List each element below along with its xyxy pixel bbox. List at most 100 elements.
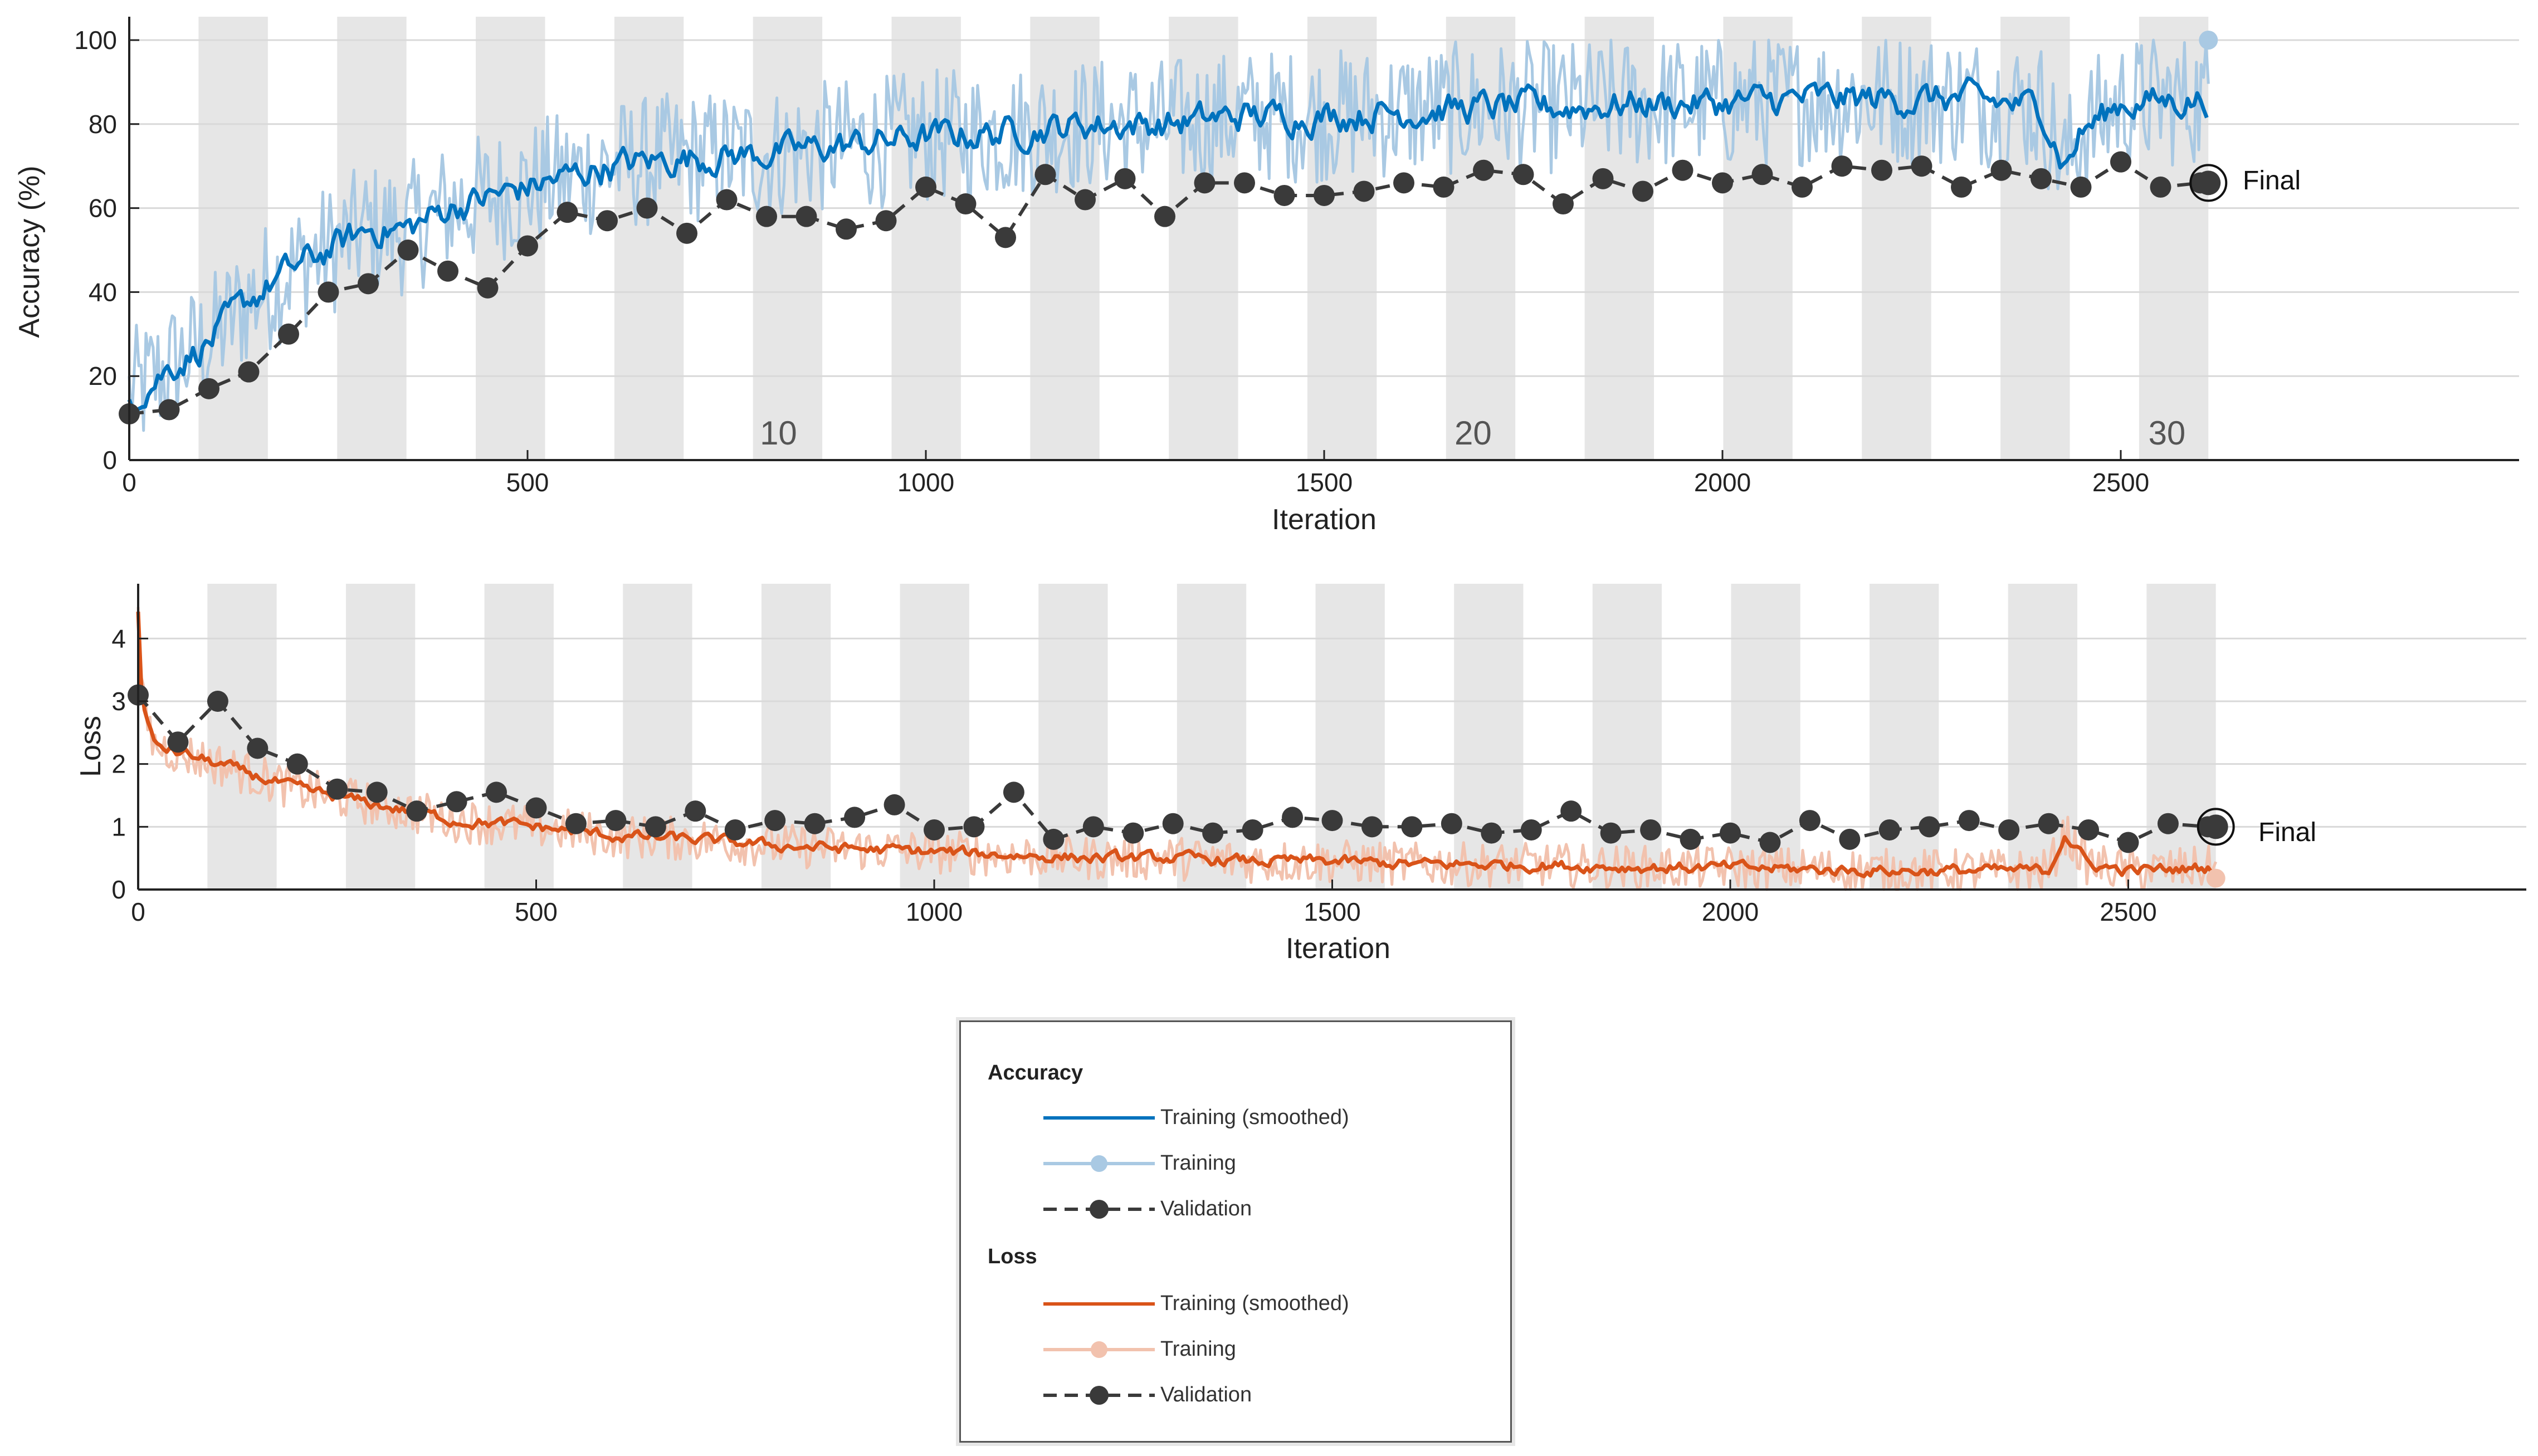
validation-point	[597, 210, 618, 232]
final-validation-point	[2203, 814, 2228, 839]
loss-y-axis-label: Loss	[75, 716, 107, 777]
training-smoothed-line	[136, 612, 2215, 878]
loss-final-label: Final	[2258, 818, 2316, 847]
validation-point	[764, 810, 786, 832]
y-tick-label: 80	[89, 110, 117, 139]
validation-point	[2110, 151, 2131, 173]
validation-point	[1560, 800, 1582, 822]
epoch-label: 10	[760, 414, 797, 452]
validation-point	[795, 206, 817, 227]
validation-point	[884, 794, 905, 815]
x-tick-label: 1000	[897, 468, 954, 497]
validation-point	[645, 816, 666, 838]
validation-point	[1720, 822, 1741, 844]
validation-point	[756, 206, 777, 227]
validation-point	[875, 210, 897, 232]
validation-point	[1194, 172, 1216, 194]
validation-point	[1075, 189, 1096, 211]
validation-point	[1878, 819, 1900, 841]
x-tick-label: 1500	[1296, 468, 1353, 497]
y-tick-label: 40	[89, 277, 117, 306]
final-marker-ring	[2197, 808, 2235, 846]
validation-point	[158, 399, 180, 421]
validation-point	[1202, 822, 1224, 844]
validation-point	[1520, 819, 1542, 841]
legend: Accuracy Training (smoothed) Training Va…	[959, 1020, 1512, 1443]
validation-point	[1321, 810, 1343, 832]
validation-point	[477, 277, 499, 299]
legend-loss-title: Loss	[988, 1245, 1037, 1268]
y-tick-label: 0	[103, 446, 117, 475]
validation-point	[1672, 159, 1693, 181]
validation-point	[358, 273, 379, 295]
validation-point	[1911, 155, 1932, 177]
loss-x-axis-label: Iteration	[1286, 932, 1390, 965]
epoch-band	[753, 17, 823, 460]
y-tick-label: 3	[111, 687, 126, 716]
accuracy-y-axis-label: Accuracy (%)	[13, 165, 46, 338]
loss-plot: 0 1 2 3 4 0 500 1000 1500 2000 2500 Iteration Loss…	[75, 584, 2526, 965]
epoch-band	[1030, 17, 1100, 460]
validation-point	[238, 361, 260, 383]
validation-point	[636, 197, 658, 219]
validation-point	[1401, 816, 1423, 838]
y-tick-label: 2	[111, 750, 126, 779]
validation-point	[1433, 176, 1455, 198]
validation-point	[1082, 816, 1104, 838]
validation-point	[1353, 180, 1375, 202]
validation-point	[2031, 168, 2052, 189]
validation-point	[1759, 832, 1781, 853]
validation-point	[1114, 168, 1136, 189]
training-smoothed-line	[127, 76, 2209, 412]
validation-point	[1481, 822, 1502, 844]
validation-point	[1831, 155, 1853, 177]
validation-point	[963, 816, 985, 838]
epoch-band	[1177, 584, 1247, 890]
validation-point	[1919, 816, 1940, 838]
legend-label: Training	[1160, 1151, 1236, 1175]
validation-point	[1680, 828, 1701, 850]
epoch-label: 30	[2149, 414, 2186, 452]
validation-point	[1600, 822, 1622, 844]
validation-point	[1122, 822, 1144, 844]
x-tick-label: 500	[515, 897, 558, 926]
legend-label: Validation	[1160, 1197, 1252, 1220]
validation-point	[915, 176, 936, 198]
validation-point	[1162, 813, 1184, 834]
validation-point	[1003, 781, 1024, 803]
validation-point	[486, 781, 507, 803]
x-tick-label: 2000	[1694, 468, 1751, 497]
validation-point	[2038, 813, 2059, 834]
validation-point	[565, 813, 587, 834]
validation-point	[1751, 164, 1773, 185]
validation-point	[1273, 184, 1295, 206]
legend-loss-training: Training	[1043, 1333, 1467, 1366]
y-tick-label: 4	[111, 624, 126, 653]
final-training-point	[2206, 868, 2225, 888]
final-marker-ring	[2189, 164, 2228, 202]
validation-point	[167, 731, 189, 753]
validation-point	[326, 778, 348, 800]
epoch-band	[1592, 584, 1662, 890]
x-tick-label: 0	[131, 897, 145, 926]
x-tick-label: 2000	[1702, 897, 1759, 926]
epoch-band	[2146, 584, 2216, 890]
validation-point	[2078, 819, 2100, 841]
x-tick-label: 2500	[2092, 468, 2149, 497]
validation-point	[2150, 176, 2171, 198]
validation-point	[1441, 813, 1462, 834]
validation-point	[397, 240, 419, 261]
validation-point	[517, 235, 538, 257]
validation-point	[1242, 819, 1263, 841]
validation-point	[318, 281, 339, 303]
validation-point	[1512, 164, 1534, 185]
epoch-band	[614, 17, 684, 460]
legend-label: Training (smoothed)	[1160, 1292, 1349, 1315]
validation-point	[1640, 819, 1662, 841]
y-tick-label: 20	[89, 361, 117, 390]
accuracy-x-axis-label: Iteration	[1272, 504, 1377, 536]
validation-point	[2070, 176, 2092, 198]
validation-point	[1799, 810, 1820, 832]
